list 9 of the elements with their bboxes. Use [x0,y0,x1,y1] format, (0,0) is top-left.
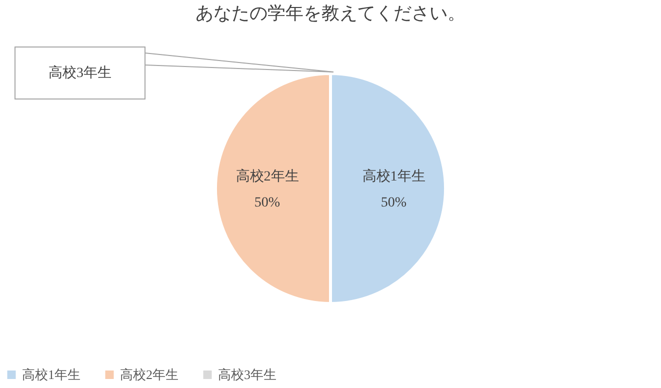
slice-label: 高校2年生 [236,168,299,184]
legend-label: 高校3年生 [218,366,276,382]
category-label: 高校3年生 [48,66,112,81]
chart-title: あなたの学年を教えてください。 [196,3,466,23]
slice-label: 高校1年生 [362,168,426,184]
legend-label: 高校2年生 [120,366,178,382]
data-label: 50% [380,196,407,210]
legend-label: 高校1年生 [22,366,80,382]
data-label: 50% [254,196,280,210]
